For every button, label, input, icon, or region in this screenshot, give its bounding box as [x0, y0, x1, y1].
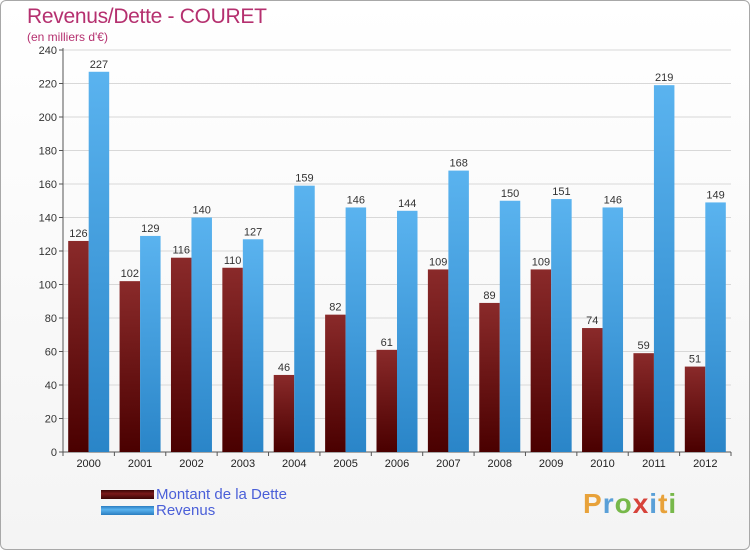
logo-letter-5: t — [658, 488, 669, 519]
x-tick-label-2007: 2007 — [436, 458, 460, 470]
data-label-debt-2001: 102 — [121, 268, 139, 280]
data-label-debt-2005: 82 — [329, 302, 341, 314]
data-label-revenue-2003: 127 — [244, 226, 262, 238]
logo-letter-1: r — [602, 488, 615, 519]
x-tick-label-2011: 2011 — [642, 458, 666, 470]
x-tick-label-2001: 2001 — [128, 458, 152, 470]
data-label-revenue-2011: 219 — [655, 72, 673, 84]
data-label-debt-2011: 59 — [638, 340, 650, 352]
bar-debt-2011 — [633, 353, 654, 452]
logo-letter-6: i — [668, 488, 678, 519]
data-label-debt-2006: 61 — [381, 337, 393, 349]
logo-letter-3: x — [632, 488, 650, 519]
x-tick-label-2009: 2009 — [539, 458, 563, 470]
logo-letter-0: P — [583, 488, 603, 519]
data-label-debt-2000: 126 — [69, 228, 87, 240]
bar-revenue-2007 — [448, 170, 469, 452]
bar-debt-2005 — [325, 314, 346, 452]
bar-debt-2000 — [68, 240, 89, 452]
bar-revenue-2008 — [499, 200, 521, 452]
bar-revenue-2001 — [140, 235, 161, 452]
bar-revenue-2009 — [551, 199, 572, 452]
bar-revenue-2005 — [345, 207, 367, 452]
data-label-revenue-2002: 140 — [193, 205, 211, 217]
data-label-revenue-2007: 168 — [449, 158, 467, 170]
y-tick-label-7: 140 — [39, 213, 57, 225]
legend-label-revenue: Revenus — [156, 502, 216, 519]
y-tick-label-2: 40 — [45, 380, 57, 392]
x-tick-label-2006: 2006 — [385, 458, 409, 470]
bar-debt-2001 — [119, 281, 141, 452]
logo-letter-2: o — [614, 488, 633, 519]
x-tick-label-2003: 2003 — [231, 458, 255, 470]
y-tick-label-8: 160 — [39, 179, 57, 191]
x-tick-label-2010: 2010 — [590, 458, 614, 470]
data-label-revenue-2000: 227 — [90, 59, 108, 71]
y-tick-label-6: 120 — [39, 246, 57, 258]
y-tick-label-0: 0 — [51, 447, 57, 459]
x-tick-label-2012: 2012 — [693, 458, 717, 470]
data-label-revenue-2005: 146 — [347, 194, 365, 206]
data-label-debt-2012: 51 — [689, 354, 701, 366]
data-label-debt-2010: 74 — [586, 315, 598, 327]
bar-debt-2002 — [170, 257, 192, 452]
bar-revenue-2004 — [294, 185, 315, 453]
y-tick-label-12: 240 — [39, 45, 57, 57]
x-tick-label-2002: 2002 — [179, 458, 203, 470]
legend-swatch-revenue — [101, 506, 154, 515]
data-label-debt-2008: 89 — [483, 290, 495, 302]
bar-debt-2008 — [479, 302, 500, 452]
data-label-revenue-2009: 151 — [552, 186, 570, 198]
data-label-debt-2009: 109 — [532, 256, 550, 268]
x-tick-label-2004: 2004 — [282, 458, 306, 470]
data-label-debt-2007: 109 — [429, 256, 447, 268]
x-tick-label-2008: 2008 — [488, 458, 512, 470]
data-label-revenue-2010: 146 — [604, 194, 622, 206]
chart-subtitle: (en milliers d'€) — [27, 30, 108, 44]
x-tick-label-2005: 2005 — [333, 458, 357, 470]
bar-revenue-2012 — [705, 202, 726, 452]
data-label-debt-2002: 116 — [172, 245, 190, 257]
bar-debt-2010 — [582, 328, 603, 452]
bar-debt-2009 — [530, 269, 552, 452]
bar-revenue-2011 — [653, 85, 675, 453]
bar-revenue-2006 — [397, 210, 418, 452]
legend-swatch-debt — [101, 490, 154, 499]
bar-debt-2004 — [273, 374, 295, 452]
data-label-revenue-2004: 159 — [295, 173, 313, 185]
y-tick-label-10: 200 — [39, 112, 57, 124]
y-tick-label-4: 80 — [45, 313, 57, 325]
y-tick-label-3: 60 — [45, 347, 57, 359]
data-label-revenue-2006: 144 — [398, 198, 416, 210]
data-label-debt-2003: 110 — [224, 255, 242, 267]
chart-title: Revenus/Dette - COURET — [27, 5, 267, 28]
bar-debt-2012 — [684, 366, 706, 452]
bar-debt-2007 — [427, 269, 449, 452]
y-tick-label-1: 20 — [45, 414, 57, 426]
data-label-debt-2004: 46 — [278, 362, 290, 374]
y-tick-label-9: 180 — [39, 146, 57, 158]
data-label-revenue-2012: 149 — [706, 189, 724, 201]
bar-debt-2006 — [376, 349, 397, 452]
bar-revenue-2002 — [191, 217, 212, 452]
logo-letter-4: i — [649, 488, 659, 519]
bar-revenue-2010 — [602, 207, 624, 452]
y-tick-label-5: 100 — [39, 280, 57, 292]
x-tick-label-2000: 2000 — [76, 458, 100, 470]
y-tick-label-11: 220 — [39, 79, 57, 91]
data-label-revenue-2008: 150 — [501, 188, 519, 200]
bar-debt-2003 — [222, 267, 243, 452]
data-label-revenue-2001: 129 — [141, 223, 159, 235]
bar-revenue-2003 — [242, 239, 264, 452]
proxiti-logo: Proxiti — [583, 488, 677, 520]
legend-label-debt: Montant de la Dette — [156, 486, 287, 503]
bar-revenue-2000 — [88, 71, 110, 453]
